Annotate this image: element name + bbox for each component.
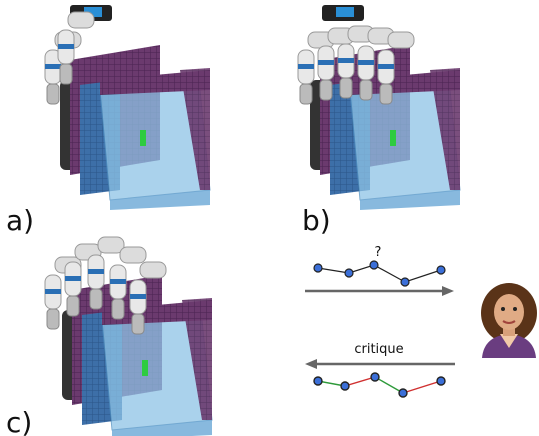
- critiqued-trajectory: [314, 373, 445, 397]
- arrow-left: [305, 359, 455, 369]
- scene-b: [298, 5, 460, 210]
- query-mark: ?: [375, 245, 382, 260]
- panel-label: b): [302, 204, 331, 237]
- query-trajectory: [314, 261, 445, 286]
- human-icon: [481, 283, 537, 358]
- panel-label: c): [6, 406, 32, 436]
- panel-label: a): [6, 204, 34, 237]
- arrow-right: [305, 286, 454, 296]
- critique-label: critique: [354, 342, 403, 357]
- scene-c: [45, 237, 212, 436]
- scene-a: [45, 5, 210, 210]
- figure: a) b) c) ? critique: [0, 0, 539, 436]
